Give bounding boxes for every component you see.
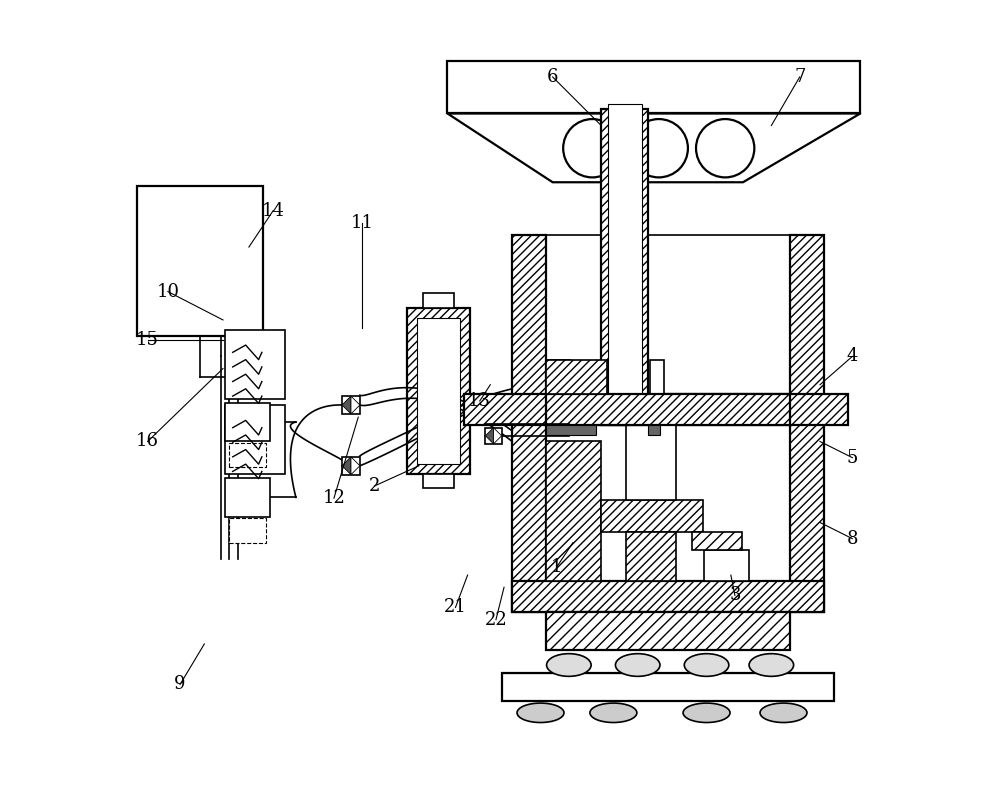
Ellipse shape — [517, 703, 564, 723]
Polygon shape — [351, 396, 360, 414]
Bar — [512, 581, 824, 612]
Text: 14: 14 — [262, 202, 285, 220]
Bar — [229, 443, 266, 467]
Bar — [417, 318, 460, 464]
Bar — [626, 532, 676, 581]
Text: 6: 6 — [547, 68, 558, 86]
Bar — [704, 550, 749, 581]
Bar — [546, 360, 607, 394]
Bar — [423, 293, 454, 308]
Bar — [512, 235, 546, 612]
Bar — [648, 425, 660, 435]
Text: 16: 16 — [136, 433, 159, 450]
Ellipse shape — [760, 703, 807, 723]
Text: 12: 12 — [323, 489, 345, 507]
Ellipse shape — [749, 654, 794, 676]
Polygon shape — [447, 113, 860, 182]
Bar — [607, 360, 638, 394]
Text: 9: 9 — [174, 676, 186, 693]
Bar — [229, 518, 266, 543]
Ellipse shape — [684, 654, 729, 676]
Bar — [546, 235, 790, 581]
Bar — [546, 425, 596, 435]
Polygon shape — [494, 428, 502, 444]
Polygon shape — [485, 428, 494, 444]
Bar — [790, 235, 824, 612]
Polygon shape — [342, 396, 351, 414]
Text: 13: 13 — [468, 392, 491, 410]
Bar — [548, 360, 570, 425]
Bar — [407, 308, 470, 474]
Polygon shape — [351, 457, 360, 475]
Bar — [692, 532, 742, 550]
Bar — [447, 61, 860, 113]
Bar — [626, 425, 676, 500]
Bar — [342, 457, 360, 475]
Text: 4: 4 — [847, 347, 858, 365]
Bar — [601, 109, 648, 425]
Text: 21: 21 — [444, 599, 467, 616]
Bar — [546, 394, 790, 425]
Text: 5: 5 — [847, 449, 858, 467]
Bar — [502, 673, 834, 701]
Bar — [342, 396, 360, 414]
Text: 8: 8 — [847, 530, 858, 548]
Bar — [546, 394, 599, 425]
Text: 11: 11 — [351, 214, 374, 232]
Bar — [601, 500, 702, 532]
Bar — [225, 330, 285, 399]
Text: 3: 3 — [729, 586, 741, 604]
Bar — [137, 186, 263, 336]
Bar — [608, 104, 642, 425]
Text: 2: 2 — [369, 477, 380, 495]
Bar — [423, 474, 454, 488]
Bar — [546, 441, 601, 581]
Ellipse shape — [547, 654, 591, 676]
Bar — [546, 612, 790, 650]
Text: 22: 22 — [485, 611, 507, 629]
Text: 7: 7 — [794, 68, 805, 86]
Bar — [225, 478, 270, 517]
Bar — [650, 360, 664, 425]
Ellipse shape — [590, 703, 637, 723]
Bar — [225, 403, 270, 441]
Bar — [464, 394, 848, 425]
Polygon shape — [342, 457, 351, 475]
Bar — [225, 405, 285, 474]
Text: 10: 10 — [156, 283, 179, 301]
Text: 15: 15 — [136, 331, 159, 349]
Ellipse shape — [683, 703, 730, 723]
Bar — [485, 428, 502, 444]
Ellipse shape — [615, 654, 660, 676]
Text: 1: 1 — [551, 558, 562, 576]
